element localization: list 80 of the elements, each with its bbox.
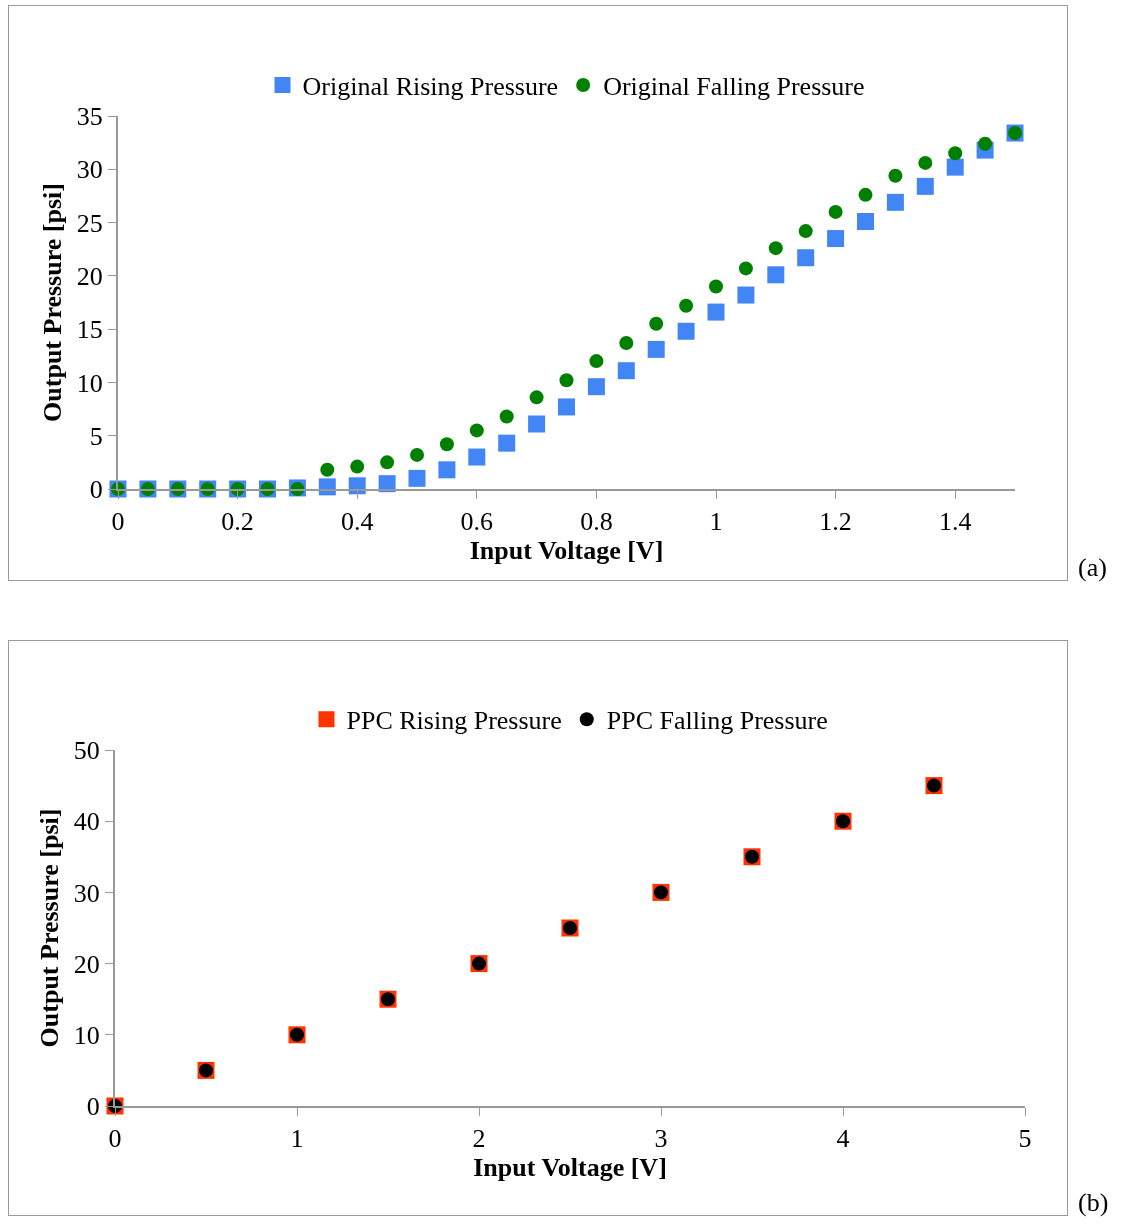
text: (a) — [1078, 553, 1107, 583]
point — [738, 261, 753, 276]
x-tick-label: 0.2 — [221, 507, 254, 537]
point — [410, 447, 424, 462]
point — [649, 316, 664, 331]
legend-label: PPC Falling Pressure — [606, 706, 828, 736]
point — [380, 455, 395, 470]
point — [679, 298, 694, 313]
y-tick-label: 35 — [76, 102, 103, 132]
x-tick-label: 0 — [111, 507, 125, 537]
point — [320, 462, 335, 477]
point — [946, 158, 964, 176]
point — [888, 168, 903, 183]
point — [469, 423, 484, 438]
point — [468, 448, 486, 466]
point — [587, 378, 605, 396]
y-tick-label: 25 — [76, 208, 103, 238]
point — [619, 336, 634, 350]
x-tick-label: 1 — [709, 507, 723, 537]
x-tick-label: 0.8 — [580, 507, 613, 537]
point — [439, 437, 454, 452]
legend-label: Original Falling Pressure — [603, 72, 865, 102]
point — [797, 249, 815, 267]
x-tick-label: 0.6 — [460, 507, 494, 537]
point — [408, 469, 426, 487]
x-tick-label: 1.4 — [938, 507, 972, 537]
x-tick-label: 1.2 — [819, 507, 852, 537]
point — [767, 266, 785, 284]
y-tick-label: 20 — [73, 949, 100, 979]
y-tick-label: 30 — [76, 155, 103, 185]
x-tick-label: 0.4 — [340, 507, 374, 537]
x-tick-label: 5 — [1018, 1124, 1032, 1154]
x-tick-label: 2 — [472, 1124, 486, 1154]
point — [737, 286, 755, 304]
x-tick-label: 1 — [290, 1124, 304, 1154]
point — [647, 340, 665, 358]
y-tick-label: 20 — [76, 261, 103, 291]
point — [529, 390, 544, 405]
point — [798, 224, 813, 239]
point — [617, 362, 635, 380]
point — [886, 193, 904, 211]
point — [916, 177, 934, 195]
y-tick-label: 40 — [73, 807, 100, 837]
point — [438, 461, 456, 479]
x-axis-title: Input Voltage [V] — [473, 1153, 667, 1183]
point — [857, 213, 874, 231]
x-tick-label: 4 — [836, 1124, 850, 1154]
point — [948, 146, 963, 161]
point — [768, 241, 783, 256]
point — [918, 155, 933, 170]
point — [677, 322, 695, 340]
point — [707, 303, 725, 321]
y-axis-title: Output Pressure [psi] — [37, 183, 67, 422]
x-axis-title: Input Voltage [V] — [469, 536, 664, 566]
point — [828, 204, 843, 219]
point — [558, 398, 575, 416]
y-tick-label: 10 — [76, 368, 103, 398]
y-tick-label: 10 — [73, 1020, 100, 1050]
point — [978, 136, 993, 151]
point — [498, 434, 516, 452]
point — [528, 415, 546, 433]
point — [709, 279, 723, 294]
x-tick-label: 3 — [654, 1124, 668, 1154]
point — [559, 373, 574, 388]
legend-label: Original Rising Pressure — [302, 72, 559, 102]
y-tick-label: 0 — [89, 475, 103, 505]
y-tick-label: 0 — [86, 1092, 100, 1122]
y-tick-label: 50 — [73, 736, 100, 766]
y-tick-label: 5 — [89, 421, 103, 451]
point — [827, 230, 845, 248]
y-axis-title: Output Pressure [psi] — [34, 808, 64, 1048]
y-tick-label: 30 — [73, 878, 100, 908]
point — [499, 409, 514, 424]
point — [350, 459, 365, 474]
y-tick-label: 15 — [76, 315, 103, 345]
point — [589, 354, 604, 369]
point — [858, 187, 873, 202]
x-tick-label: 0 — [108, 1124, 122, 1154]
legend-label: PPC Rising Pressure — [346, 706, 562, 736]
text: (b) — [1078, 1188, 1109, 1218]
